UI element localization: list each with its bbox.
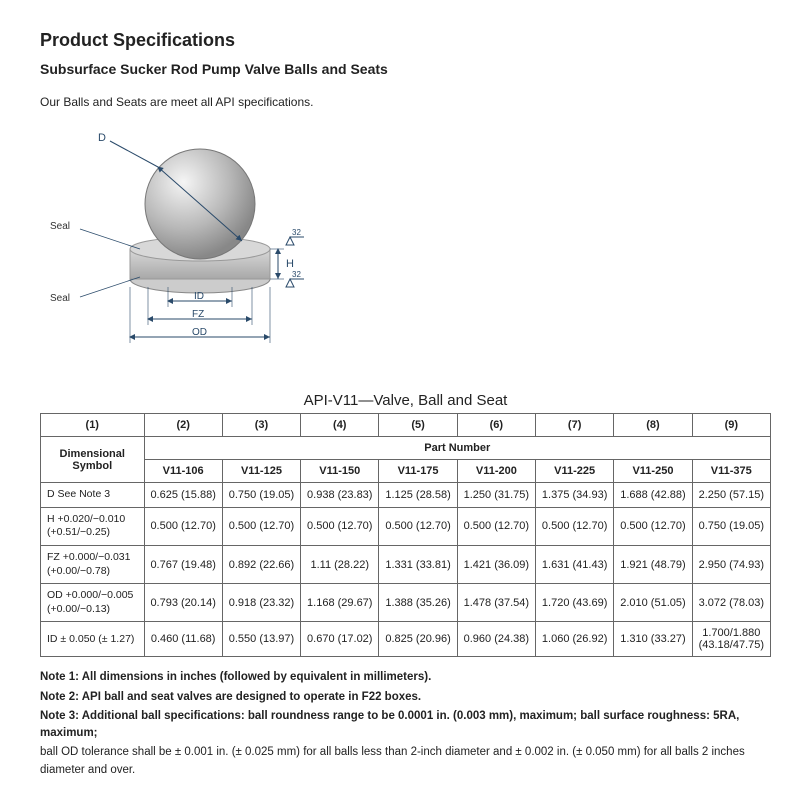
partnum: V11-200 <box>457 460 535 483</box>
table-header-row: Dimensional Symbol Part Number <box>41 437 771 460</box>
label-id: ID <box>194 291 204 302</box>
table-cell: 1.421 (36.09) <box>457 545 535 583</box>
intro-text: Our Balls and Seats are meet all API spe… <box>40 95 771 109</box>
label-seal-bottom: Seal <box>50 293 70 304</box>
table-cell: 2.950 (74.93) <box>692 545 770 583</box>
partnum: V11-175 <box>379 460 457 483</box>
table-title: API-V11—Valve, Ball and Seat <box>40 392 771 409</box>
table-cell: 1.250 (31.75) <box>457 483 535 508</box>
label-surf1: 32 <box>292 228 301 237</box>
table-cell: 0.500 (12.70) <box>379 507 457 545</box>
table-cell: 1.720 (43.69) <box>536 584 614 622</box>
partnum: V11-106 <box>144 460 222 483</box>
row-head: OD +0.000/−0.005 (+0.00/−0.13) <box>41 584 145 622</box>
colnum: (9) <box>692 414 770 437</box>
row-head: FZ +0.000/−0.031 (+0.00/−0.78) <box>41 545 145 583</box>
table-cell: 0.825 (20.96) <box>379 622 457 657</box>
table-cell: 1.331 (33.81) <box>379 545 457 583</box>
partnum: V11-125 <box>222 460 300 483</box>
table-cell: 1.921 (48.79) <box>614 545 692 583</box>
row-head: H +0.020/−0.010 (+0.51/−0.25) <box>41 507 145 545</box>
note-1: Note 1: All dimensions in inches (follow… <box>40 671 431 683</box>
table-cell: 0.500 (12.70) <box>144 507 222 545</box>
note-3a: Note 3: Additional ball specifications: … <box>40 710 739 739</box>
spec-table: (1) (2) (3) (4) (5) (6) (7) (8) (9) Dime… <box>40 413 771 657</box>
table-cell: 0.670 (17.02) <box>301 622 379 657</box>
table-row: ID ± 0.050 (± 1.27)0.460 (11.68)0.550 (1… <box>41 622 771 657</box>
table-cell: 0.550 (13.97) <box>222 622 300 657</box>
diagram: D Seal Seal H 32 32 ID FZ OD <box>40 129 771 362</box>
valve-diagram-svg: D Seal Seal H 32 32 ID FZ OD <box>40 129 340 359</box>
table-cell: 2.010 (51.05) <box>614 584 692 622</box>
table-cell: 1.310 (33.27) <box>614 622 692 657</box>
note-3b: ball OD tolerance shall be ± 0.001 in. (… <box>40 746 745 775</box>
table-cell: 2.250 (57.15) <box>692 483 770 508</box>
label-surf2: 32 <box>292 270 301 279</box>
colnum: (4) <box>301 414 379 437</box>
table-cell: 1.168 (29.67) <box>301 584 379 622</box>
page-subtitle: Subsurface Sucker Rod Pump Valve Balls a… <box>40 61 771 77</box>
colnum: (2) <box>144 414 222 437</box>
note-2: Note 2: API ball and seat valves are des… <box>40 691 421 703</box>
table-cell: 0.750 (19.05) <box>222 483 300 508</box>
label-seal-top: Seal <box>50 221 70 232</box>
table-partnum-row: V11-106 V11-125 V11-150 V11-175 V11-200 … <box>41 460 771 483</box>
colnum: (3) <box>222 414 300 437</box>
table-colnum-row: (1) (2) (3) (4) (5) (6) (7) (8) (9) <box>41 414 771 437</box>
table-cell: 0.750 (19.05) <box>692 507 770 545</box>
table-cell: 0.793 (20.14) <box>144 584 222 622</box>
table-cell: 3.072 (78.03) <box>692 584 770 622</box>
table-cell: 0.918 (23.32) <box>222 584 300 622</box>
table-cell: 1.060 (26.92) <box>536 622 614 657</box>
table-row: D See Note 30.625 (15.88)0.750 (19.05)0.… <box>41 483 771 508</box>
partnum: V11-375 <box>692 460 770 483</box>
partnum: V11-250 <box>614 460 692 483</box>
table-cell: 0.500 (12.70) <box>536 507 614 545</box>
table-cell: 1.125 (28.58) <box>379 483 457 508</box>
table-cell: 0.460 (11.68) <box>144 622 222 657</box>
partnum: V11-150 <box>301 460 379 483</box>
label-fz: FZ <box>192 309 204 320</box>
page-title: Product Specifications <box>40 30 771 51</box>
colnum: (6) <box>457 414 535 437</box>
table-cell: 0.500 (12.70) <box>614 507 692 545</box>
table-cell: 1.478 (37.54) <box>457 584 535 622</box>
colnum: (5) <box>379 414 457 437</box>
table-cell: 0.500 (12.70) <box>457 507 535 545</box>
table-row: FZ +0.000/−0.031 (+0.00/−0.78)0.767 (19.… <box>41 545 771 583</box>
table-cell: 1.688 (42.88) <box>614 483 692 508</box>
table-cell: 0.960 (24.38) <box>457 622 535 657</box>
table-row: OD +0.000/−0.005 (+0.00/−0.13)0.793 (20.… <box>41 584 771 622</box>
table-cell: 1.11 (28.22) <box>301 545 379 583</box>
table-cell: 0.500 (12.70) <box>301 507 379 545</box>
partnum: V11-225 <box>536 460 614 483</box>
table-cell: 1.375 (34.93) <box>536 483 614 508</box>
table-cell: 0.625 (15.88) <box>144 483 222 508</box>
dim-symbol-header: Dimensional Symbol <box>41 437 145 483</box>
colnum: (1) <box>41 414 145 437</box>
row-head: ID ± 0.050 (± 1.27) <box>41 622 145 657</box>
label-od: OD <box>192 327 207 338</box>
notes-block: Note 1: All dimensions in inches (follow… <box>40 669 771 779</box>
label-d: D <box>98 132 106 144</box>
part-number-header: Part Number <box>144 437 770 460</box>
colnum: (8) <box>614 414 692 437</box>
row-head: D See Note 3 <box>41 483 145 508</box>
table-cell: 0.500 (12.70) <box>222 507 300 545</box>
label-h: H <box>286 258 294 270</box>
table-row: H +0.020/−0.010 (+0.51/−0.25)0.500 (12.7… <box>41 507 771 545</box>
table-cell: 0.892 (22.66) <box>222 545 300 583</box>
table-cell: 1.631 (41.43) <box>536 545 614 583</box>
colnum: (7) <box>536 414 614 437</box>
table-cell: 1.700/1.880 (43.18/47.75) <box>692 622 770 657</box>
table-cell: 0.938 (23.83) <box>301 483 379 508</box>
table-cell: 1.388 (35.26) <box>379 584 457 622</box>
table-cell: 0.767 (19.48) <box>144 545 222 583</box>
